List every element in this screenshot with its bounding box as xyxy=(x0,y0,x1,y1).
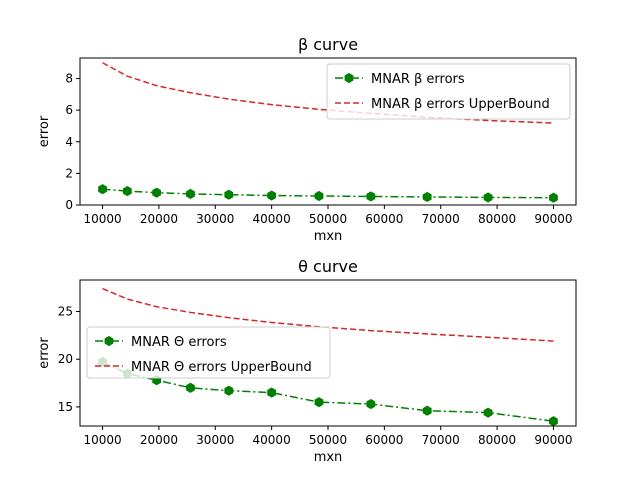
y-tick-label: 25 xyxy=(58,304,73,318)
legend-label: MNAR Θ errors xyxy=(131,335,227,350)
chart-title: θ curve xyxy=(298,257,358,276)
data-point xyxy=(314,190,324,202)
data-point xyxy=(98,184,107,195)
data-point xyxy=(422,405,432,416)
x-tick-label: 40000 xyxy=(253,212,291,226)
y-tick-label: 15 xyxy=(58,400,73,414)
data-point xyxy=(224,385,234,396)
x-axis-label: mxn xyxy=(314,229,343,244)
legend: MNAR β errors MNAR β errors UpperBound xyxy=(326,63,571,120)
legend-swatch-marker xyxy=(344,72,354,84)
x-tick-label: 70000 xyxy=(422,212,460,226)
x-tick-label: 20000 xyxy=(140,212,178,226)
data-point xyxy=(186,188,195,200)
x-tick-label: 30000 xyxy=(196,212,234,226)
data-point xyxy=(483,407,493,418)
data-point xyxy=(314,397,324,408)
chart-panel-1: β curve 10000 20000 30000 40000 50000 60000 700… xyxy=(37,35,577,244)
x-tick-label: 90000 xyxy=(534,433,572,447)
data-point xyxy=(366,191,376,202)
data-point xyxy=(366,398,376,410)
data-point xyxy=(549,192,558,203)
data-point xyxy=(422,191,432,203)
y-axis-label: error xyxy=(37,337,52,369)
x-tick-label: 50000 xyxy=(309,433,347,447)
x-tick-label: 80000 xyxy=(478,433,516,447)
data-point xyxy=(122,186,132,197)
chart-panel-2: θ curve 10000 20000 30000 40000 50000 60000 700… xyxy=(37,257,577,465)
chart-title: β curve xyxy=(298,35,358,54)
y-tick-label: 20 xyxy=(58,352,73,366)
x-tick-label: 80000 xyxy=(478,212,516,226)
y-tick-label: 8 xyxy=(65,72,73,86)
data-point xyxy=(483,192,493,203)
series-line-2 xyxy=(102,287,554,342)
x-tick-label: 50000 xyxy=(309,212,347,226)
data-point xyxy=(152,187,162,198)
y-tick-label: 6 xyxy=(65,103,73,117)
y-tick-label: 2 xyxy=(65,166,73,180)
data-point xyxy=(186,382,195,393)
y-tick-label: 0 xyxy=(65,198,73,212)
x-tick-label: 90000 xyxy=(534,212,572,226)
x-tick-label: 30000 xyxy=(196,433,234,447)
data-point xyxy=(267,190,277,201)
x-tick-label: 60000 xyxy=(365,433,403,447)
x-tick-label: 40000 xyxy=(253,433,291,447)
x-tick-label: 70000 xyxy=(422,433,460,447)
x-tick-label: 20000 xyxy=(140,433,178,447)
data-point xyxy=(224,189,234,200)
legend-box xyxy=(86,326,331,379)
y-axis-label: error xyxy=(37,115,52,147)
x-axis-label: mxn xyxy=(314,450,343,465)
legend-swatch-marker xyxy=(104,335,114,347)
legend: MNAR Θ errors MNAR Θ errors UpperBound xyxy=(86,326,331,379)
x-tick-label: 10000 xyxy=(83,212,121,226)
legend-label: MNAR Θ errors UpperBound xyxy=(131,360,312,375)
x-tick-label: 10000 xyxy=(83,433,121,447)
data-point xyxy=(267,387,277,398)
legend-label: MNAR β errors UpperBound xyxy=(371,97,550,112)
y-tick-label: 4 xyxy=(65,135,73,149)
series-line-1 xyxy=(102,188,554,199)
legend-label: MNAR β errors xyxy=(371,72,465,87)
legend-box xyxy=(326,63,571,120)
x-tick-label: 60000 xyxy=(365,212,403,226)
data-point xyxy=(549,416,558,427)
